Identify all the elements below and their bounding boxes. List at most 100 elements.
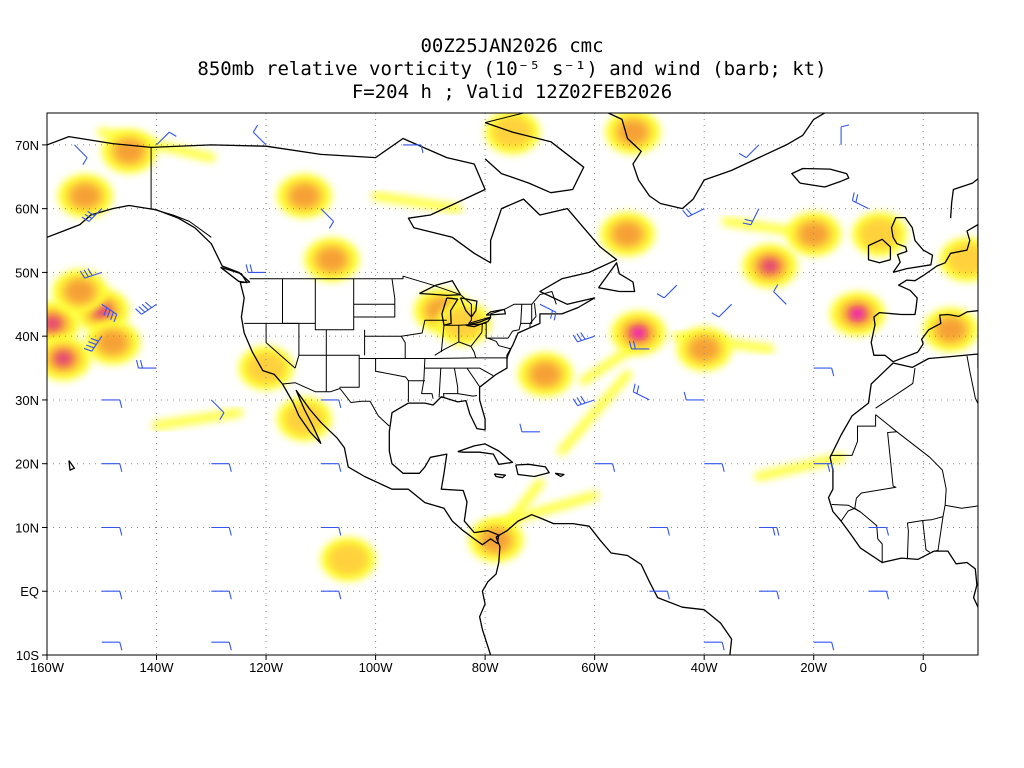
- border-africa-borders-6: [945, 504, 978, 509]
- wind-barb: [813, 367, 835, 377]
- wind-barb: [101, 526, 123, 536]
- vorticity-blob: [47, 316, 62, 331]
- wind-barb-path: [101, 526, 123, 536]
- coastline-africa-north: [892, 353, 978, 369]
- lon-tick-label: 80W: [472, 660, 499, 675]
- wind-barb: [320, 463, 342, 472]
- vorticity-blob: [246, 352, 287, 385]
- wind-barb: [649, 590, 670, 600]
- lat-tick-label: 10N: [15, 520, 39, 535]
- wind-barb-path: [758, 526, 780, 536]
- wind-barb: [758, 526, 780, 536]
- border-us-state-grid-11: [339, 358, 360, 388]
- border-greenland-canada: [484, 113, 524, 124]
- wind-barb-path: [704, 463, 725, 472]
- wind-barb: [840, 124, 850, 145]
- wind-barb-path: [101, 303, 118, 323]
- border-alaska-canada-south: [150, 208, 212, 238]
- wind-barb-path: [320, 526, 342, 536]
- longitude-axis: 160W 140W 120W 100W 80W 60W 40W 20W 0: [30, 655, 927, 675]
- border-us-state-grid-4: [265, 323, 296, 369]
- plot-background: [47, 113, 978, 655]
- wind-barb: [738, 144, 760, 159]
- wind-barb-path: [594, 463, 616, 472]
- border-us-state-grid-5: [298, 354, 406, 359]
- border-us-state-grid-28: [529, 302, 537, 328]
- coastlines: [47, 113, 978, 655]
- border-us-state-grid-20: [466, 367, 481, 387]
- wind-barb: [320, 399, 342, 409]
- wind-barb-path: [632, 383, 650, 401]
- coastline-north-america: [47, 135, 618, 546]
- wind-barb: [79, 268, 102, 279]
- lon-tick-label: 40W: [691, 660, 718, 675]
- border-africa-borders-1: [830, 414, 877, 456]
- wind-barb: [101, 463, 123, 472]
- wind-barb-path: [79, 268, 102, 279]
- wind-barb-path: [711, 303, 732, 318]
- coastline-hispaniola: [515, 463, 550, 478]
- border-us-state-grid-29: [487, 337, 512, 359]
- coastline-iberia: [870, 223, 978, 363]
- vorticity-blob: [54, 351, 73, 366]
- border-us-state-grid-16: [421, 358, 434, 399]
- wind-barb: [101, 641, 123, 651]
- vorticity-blob: [859, 218, 900, 251]
- border-us-state-grid-21: [457, 393, 477, 397]
- wind-barb-path: [101, 463, 123, 472]
- vorticity-blob: [633, 328, 644, 337]
- wind-barb-path: [813, 367, 835, 377]
- wind-barb: [704, 463, 725, 472]
- vorticity-blob: [318, 248, 346, 271]
- wind-barb-path: [628, 340, 650, 350]
- wind-barb: [211, 641, 232, 651]
- vorticity-blob: [66, 280, 94, 303]
- wind-barbs: [74, 124, 890, 651]
- wind-barb: [252, 124, 267, 146]
- border-us-mexico: [282, 382, 390, 427]
- wind-barb: [81, 208, 103, 222]
- wind-barb-path: [135, 359, 157, 369]
- wind-barb: [519, 423, 540, 433]
- wind-barb: [320, 526, 342, 536]
- vorticity-blob: [613, 223, 642, 246]
- wind-barb: [320, 590, 342, 600]
- border-us-state-grid-13: [400, 335, 406, 359]
- wind-barb: [211, 590, 232, 600]
- border-us-state-grid-19: [424, 367, 494, 377]
- title-line-2: 850mb relative vorticity (10⁻⁵ s⁻¹) and …: [197, 58, 826, 80]
- wind-barb: [101, 303, 118, 323]
- wind-barb: [135, 301, 157, 315]
- coastline-africa: [827, 362, 978, 608]
- wind-barb: [245, 264, 267, 273]
- wind-barb-path: [572, 332, 595, 343]
- lat-tick-label: 50N: [15, 265, 39, 280]
- title-line-1: 00Z25JAN2026 cmc: [420, 35, 603, 57]
- wind-barb-path: [682, 208, 705, 218]
- wind-barb: [649, 526, 670, 536]
- wind-barb-path: [704, 641, 725, 651]
- wind-barb-path: [539, 303, 557, 321]
- border-africa-borders-5: [931, 516, 944, 553]
- border-africa-borders-10: [966, 355, 978, 405]
- border-us-state-grid-14: [405, 357, 509, 359]
- wind-barb: [851, 192, 869, 210]
- vorticity-band: [152, 408, 244, 430]
- wind-barb: [539, 303, 557, 321]
- wind-barb-path: [572, 395, 595, 407]
- wind-barb: [572, 332, 595, 343]
- wind-barb-path: [156, 131, 177, 146]
- wind-barb: [868, 590, 890, 600]
- wind-barb-path: [868, 590, 890, 600]
- wind-barb-path: [519, 423, 540, 433]
- wind-barb: [403, 144, 424, 154]
- border-us-state-grid-3: [244, 322, 300, 369]
- wind-barb: [742, 208, 760, 226]
- wind-barb-path: [656, 284, 678, 299]
- lat-tick-label: 60N: [15, 202, 39, 217]
- wind-barb-path: [683, 391, 705, 401]
- wind-barb: [632, 383, 650, 401]
- wind-barb-path: [135, 301, 157, 315]
- coastline-newfoundland: [597, 262, 636, 293]
- wind-barb: [135, 359, 157, 369]
